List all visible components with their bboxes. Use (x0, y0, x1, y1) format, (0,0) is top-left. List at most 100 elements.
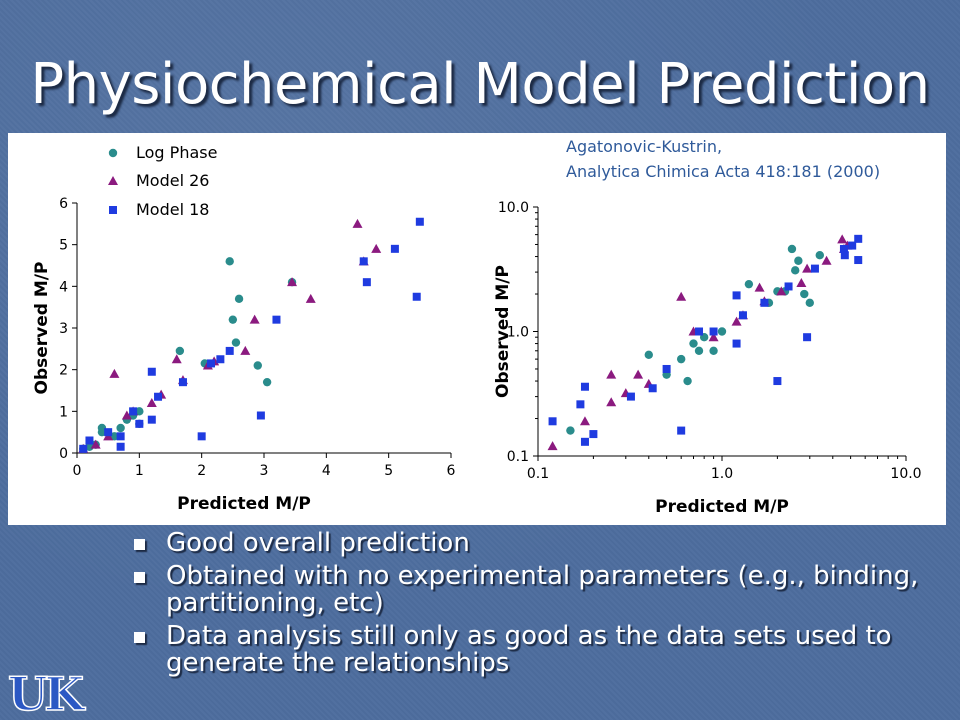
model-18-point (576, 400, 585, 409)
model-18-point (256, 411, 265, 420)
log-phase-point (231, 338, 241, 347)
log-phase-point (815, 251, 824, 260)
model-18-point (116, 442, 125, 451)
model-26-point (802, 263, 813, 273)
x-tick-label: 0 (73, 463, 82, 479)
x-tick-label: 0.1 (527, 466, 549, 482)
model-18-point (810, 264, 819, 273)
model-26-point (547, 441, 558, 451)
model-18-point (677, 426, 686, 435)
log-phase-point (709, 346, 718, 355)
model-18-point (216, 355, 225, 364)
log-phase-point (744, 279, 754, 289)
model-26-point (249, 314, 260, 324)
log-phase-point (794, 256, 803, 265)
legend-label: Log Phase (136, 143, 217, 162)
y-tick-label: 5 (59, 238, 68, 254)
model-18-point (648, 384, 657, 393)
model-18-point (580, 382, 589, 391)
model-18-point (548, 417, 557, 426)
model-26-point (731, 316, 742, 326)
model-26-point (606, 369, 617, 379)
model-18-point (580, 437, 589, 446)
x-axis-label: Predicted M/P (655, 497, 789, 517)
model-26-point (708, 332, 719, 342)
series-model-18 (79, 217, 424, 453)
model-18-point (154, 392, 163, 401)
model-18-point (225, 346, 234, 355)
model-18-point (626, 392, 635, 401)
x-axis-label: Predicted M/P (177, 494, 311, 514)
y-axis-label: Observed M/P (32, 262, 52, 395)
legend: Log Phase Model 26 Model 18 (108, 143, 217, 219)
log-phase-point (175, 346, 185, 356)
series-model-26 (547, 234, 853, 451)
model-18-point (695, 327, 704, 336)
log-phase-point (116, 423, 125, 433)
legend-label: Model 26 (136, 171, 209, 190)
model-26-point (121, 410, 132, 420)
model-18-point (412, 292, 421, 301)
model-26-point (240, 345, 251, 355)
model-18-point (390, 244, 399, 253)
model-18-point (854, 234, 863, 243)
log-phase-point (225, 257, 234, 266)
log-phase-point (97, 423, 107, 433)
model-18-point (207, 359, 216, 368)
model-26-point (171, 354, 182, 364)
model-18-point (135, 419, 144, 428)
model-26-point (633, 369, 644, 379)
model-26-point (676, 291, 687, 301)
model-26-point (606, 397, 617, 407)
y-tick-label: 0.1 (507, 449, 529, 465)
log-phase-point (676, 354, 686, 364)
model-18-point (784, 282, 793, 291)
x-tick-label: 4 (322, 463, 331, 479)
bullet-list: Good overall prediction Obtained with no… (130, 530, 930, 683)
uk-logo-text: UK (8, 668, 86, 716)
x-tick-label: 5 (384, 463, 393, 479)
y-axis-label: Observed M/P (493, 265, 513, 398)
legend-marker-1 (108, 148, 118, 158)
y-tick-label: 10.0 (498, 200, 529, 216)
model-18-point (116, 432, 125, 441)
log-phase-point (689, 339, 698, 348)
model-18-point (104, 428, 113, 437)
model-26-point (754, 282, 765, 292)
model-18-point (803, 333, 812, 342)
log-phase-point (791, 266, 800, 275)
log-phase-point (787, 244, 797, 254)
legend-marker-2 (108, 176, 118, 185)
x-tick-label: 1.0 (711, 466, 733, 482)
model-18-point (85, 436, 94, 445)
model-18-point (760, 298, 769, 307)
bullet-item: Obtained with no experimental parameters… (130, 563, 930, 617)
model-18-point (589, 430, 598, 439)
bullet-text: Obtained with no experimental parameters… (166, 561, 919, 618)
log-phase-point (717, 327, 727, 336)
y-tick-label: 0 (59, 446, 68, 462)
citation-line-2: Analytica Chimica Acta 418:181 (2000) (566, 162, 881, 181)
log-phase-point (566, 426, 575, 435)
model-18-point (732, 339, 741, 348)
model-18-point (197, 432, 206, 441)
y-tick-label: 3 (59, 321, 68, 337)
bullet-item: Good overall prediction (130, 530, 930, 557)
model-18-point (79, 444, 88, 453)
bullet-square-icon (134, 632, 145, 643)
model-18-point (362, 278, 371, 287)
bullet-item: Data analysis still only as good as the … (130, 623, 930, 677)
model-26-point (352, 218, 363, 228)
model-18-point (732, 291, 741, 300)
bullet-text: Good overall prediction (166, 528, 470, 558)
log-phase-point (683, 376, 692, 386)
model-18-point (147, 367, 156, 376)
figure-panel: Agatonovic-Kustrin, Analytica Chimica Ac… (8, 133, 946, 525)
y-tick-label: 1.0 (507, 325, 529, 341)
uk-logo: UK (7, 668, 91, 716)
series-log-phase (79, 257, 297, 454)
log-phase-point (644, 350, 653, 359)
log-phase-point (800, 289, 809, 299)
model-26-point (90, 439, 101, 449)
x-tick-label: 2 (197, 463, 206, 479)
